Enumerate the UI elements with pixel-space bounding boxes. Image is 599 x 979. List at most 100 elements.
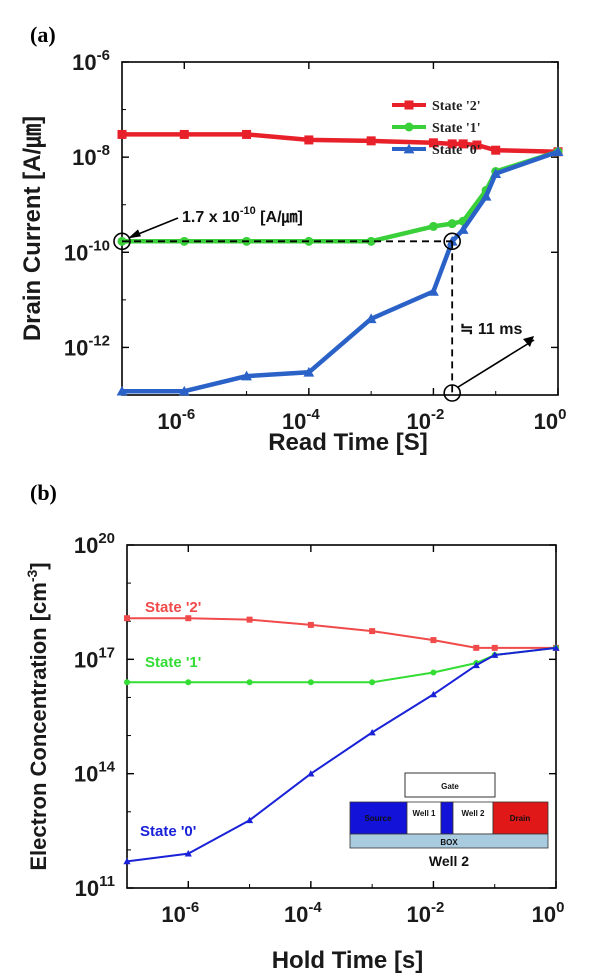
data-point [178,385,190,396]
x-tick-exponent: 0 [556,899,564,916]
inset-well-2 [452,801,494,835]
series-state-1 [117,147,563,246]
annotation-time: ≒ 11 ms [460,321,522,338]
y-tick-base: 10 [74,762,98,787]
y-tick-base: 10 [74,647,98,672]
data-point [552,644,560,651]
data-point [307,770,315,777]
annotation-current-base: 1.7 x 10 [182,209,240,226]
x-tick-base: 10 [157,409,181,434]
annotation-group: 1.7 x 10-10 [A/㎛] ≒ 11 ms [113,205,535,402]
data-point [430,669,437,676]
x-tick-exponent: 0 [558,406,566,423]
series-line [127,617,556,649]
x-tick-exponent: -2 [431,406,444,423]
plot-frame [126,544,557,889]
data-point [124,615,130,622]
data-point [304,135,314,145]
y-tick-base: 10 [72,145,96,170]
data-point [185,615,192,622]
x-axis-title-b: Hold Time [s] [272,947,424,974]
x-tick-label: 10-2 [407,899,445,927]
inset-box [349,833,549,849]
y-tick-label: 1011 [75,873,115,901]
arrow-time-head [523,336,534,347]
data-point [116,385,128,396]
x-tick-label: 10-6 [157,406,195,434]
data-point [491,644,498,651]
data-point [472,140,482,150]
data-point [368,728,376,736]
marker-circle-crossing [443,232,461,251]
data-point [447,139,457,149]
x-tick-exponent: -2 [431,899,444,916]
annotation-current-unit: [A/㎛] [256,209,303,227]
data-point [124,679,130,686]
series-state-0 [116,146,564,396]
legend-swatch-marker [403,143,415,154]
data-point [430,637,437,644]
y-tick-exponent: 17 [98,644,115,661]
data-point [185,679,192,686]
y-tick-exponent: -6 [97,47,110,64]
y-tick-label: 10-10 [64,237,110,265]
x-tick-exponent: -6 [182,406,195,423]
data-point [241,370,252,381]
y-tick-exponent: -10 [88,237,110,254]
data-point [184,849,192,857]
y-tick-exponent: 20 [98,530,115,547]
device-inset: Gate Source Well 1 Well 2 Drain BOX Well 2 [349,772,549,869]
y-tick-label: 10-6 [72,47,110,75]
data-point [369,679,376,686]
y-axis-title: Drain Current [A/㎛] [19,116,47,341]
inset-source-label: Source [364,814,392,823]
y-tick-label: 10-8 [72,142,110,170]
x-tick-label: 10-4 [282,406,320,434]
panel-label-a: (a) [30,22,56,47]
x-tick-base: 10 [407,902,431,927]
panel-label-b: (b) [30,480,57,505]
legend: State '2' State '1' State '0' [392,99,481,158]
annotation-current: 1.7 x 10-10 [A/㎛] [182,205,303,227]
x-tick-label: 100 [534,406,567,434]
arrow-current-head [128,229,141,239]
data-point [303,366,315,377]
x-tick-exponent: -4 [306,406,320,423]
y-tick-exponent: 11 [99,873,115,890]
data-point [491,651,499,658]
data-point [552,146,564,157]
x-tick-base: 10 [534,409,558,434]
data-point [458,139,468,149]
data-point [447,219,457,229]
legend-swatch-marker [404,100,414,110]
inset-well-1 [406,801,442,835]
inset-well-1-label: Well 1 [413,809,437,818]
series-line [122,149,559,394]
inset-gate-label: Gate [441,782,459,791]
x-axis-title: Read Time [S] [268,429,428,456]
data-point [457,224,469,234]
y-tick-base: 10 [75,876,99,901]
y-axis-title-exp: -3 [24,569,40,582]
inset-caption: Well 2 [429,853,469,869]
legend-swatch-marker [404,122,414,132]
marker-circle-current [113,232,131,251]
data-point [365,313,377,324]
inset-box-label: BOX [440,838,458,847]
data-point [473,644,480,651]
series-state-2 [124,615,559,651]
state-label-0: State '0' [140,823,196,840]
legend-label: State '2' [432,99,481,114]
series-state-2 [117,129,563,157]
state-label-2: State '2' [145,599,201,616]
y-axis-title-b: Electron Concentration [cm-3] [24,562,51,870]
data-point [369,628,376,635]
x-tick-base: 10 [532,902,556,927]
inset-source [349,801,408,835]
series-state-0 [123,644,560,865]
x-tick-base: 10 [282,409,306,434]
y-axis-title-end: ] [26,562,51,569]
inset-well-2-label: Well 2 [462,809,486,818]
y-tick-exponent: 14 [98,759,115,776]
